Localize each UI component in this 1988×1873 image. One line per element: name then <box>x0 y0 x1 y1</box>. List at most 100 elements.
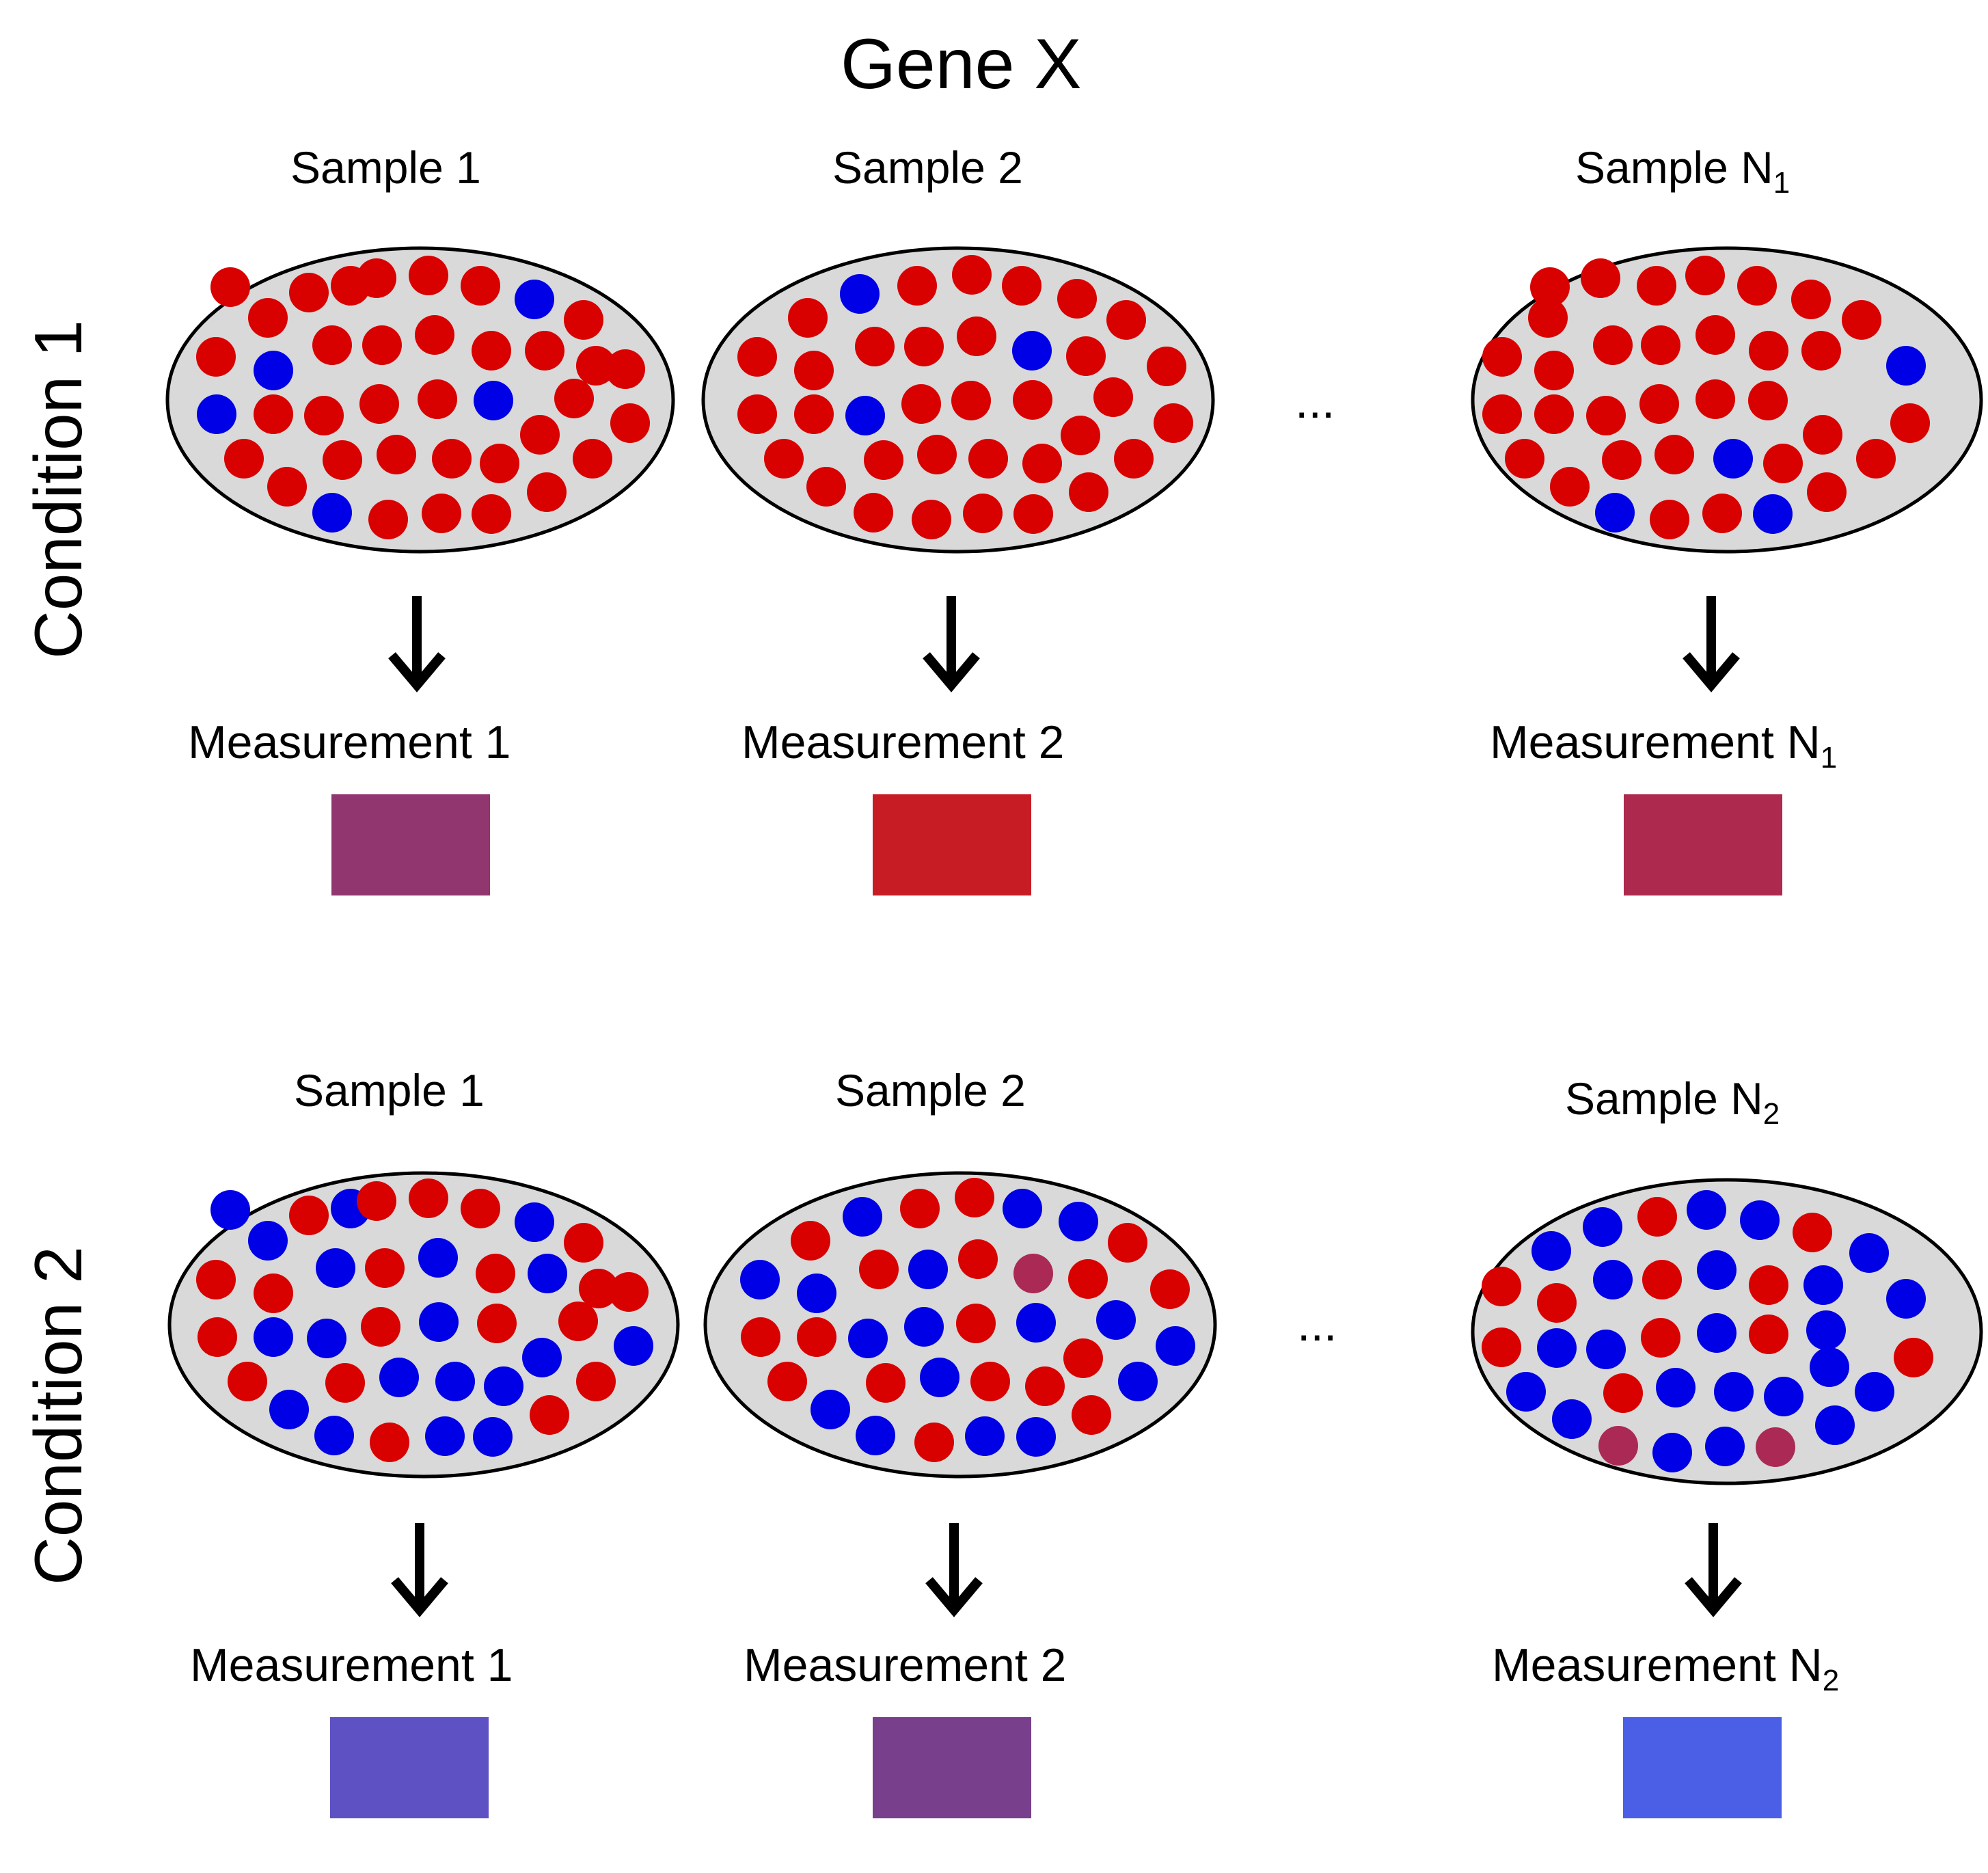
red-cell <box>254 1274 293 1313</box>
red-cell <box>377 435 416 474</box>
blue-cell <box>197 394 236 434</box>
red-cell <box>323 440 362 480</box>
red-cell <box>198 1317 237 1357</box>
red-cell <box>1637 266 1676 306</box>
red-cell <box>554 379 594 418</box>
red-cell <box>1069 472 1108 512</box>
red-cell <box>530 1395 569 1435</box>
blue-cell <box>473 1417 513 1457</box>
c2-measurement-1-label: Measurement 1 <box>190 1639 513 1691</box>
blue-cell <box>1697 1313 1737 1353</box>
red-cell <box>415 315 454 355</box>
blue-cell <box>1156 1326 1195 1366</box>
red-cell <box>737 394 777 434</box>
red-cell <box>361 1307 400 1347</box>
red-cell <box>1114 439 1154 479</box>
red-cell <box>1702 494 1742 533</box>
red-cell <box>576 1362 616 1401</box>
red-cell <box>573 439 612 479</box>
c2-sample-1-ellipse <box>167 1171 680 1479</box>
red-cell <box>1530 267 1570 307</box>
blue-cell <box>210 1190 250 1230</box>
red-cell <box>904 327 944 366</box>
c2-measurement-n-box <box>1623 1717 1782 1818</box>
red-cell <box>461 1189 500 1228</box>
red-cell <box>432 439 472 479</box>
red-cell <box>1482 1267 1521 1306</box>
red-cell <box>480 444 519 483</box>
blue-cell <box>1687 1190 1726 1230</box>
mixed-cell <box>1013 1254 1053 1293</box>
red-cell <box>1537 1283 1577 1323</box>
blue-cell <box>843 1197 882 1237</box>
red-cell <box>1803 415 1842 455</box>
down-arrow-icon <box>923 652 980 692</box>
c2-measurement-2-box <box>873 1717 1031 1818</box>
blue-cell <box>1714 1372 1754 1412</box>
c2-sample-n-label: Sample N2 <box>1565 1073 1780 1131</box>
red-cell <box>1655 435 1694 474</box>
red-cell <box>1482 1328 1521 1367</box>
red-cell <box>1602 440 1642 480</box>
red-cell <box>1763 444 1803 483</box>
red-cell <box>576 346 616 386</box>
red-cell <box>1603 1373 1643 1413</box>
red-cell <box>422 494 461 533</box>
red-cell <box>963 494 1003 533</box>
red-cell <box>797 1317 836 1357</box>
mixed-cell <box>1756 1427 1795 1467</box>
red-cell <box>1890 403 1930 443</box>
red-cell <box>1150 1269 1190 1309</box>
red-cell <box>1791 280 1831 319</box>
blue-cell <box>1713 439 1753 479</box>
c2-sample-1-label: Sample 1 <box>294 1065 485 1116</box>
red-cell <box>1650 500 1689 539</box>
red-cell <box>1748 381 1788 420</box>
red-cell <box>525 331 564 370</box>
red-cell <box>325 1363 365 1403</box>
blue-cell <box>848 1319 888 1358</box>
blue-cell <box>845 396 885 435</box>
red-cell <box>228 1362 267 1401</box>
blue-cell <box>797 1274 836 1313</box>
red-cell <box>1482 337 1522 377</box>
red-cell <box>1639 384 1679 424</box>
red-cell <box>764 439 804 479</box>
c1-measurement-2-box <box>873 794 1031 895</box>
red-cell <box>1696 315 1735 355</box>
red-cell <box>957 316 996 356</box>
red-cell <box>955 1178 994 1217</box>
red-cell <box>1154 403 1193 443</box>
blue-cell <box>1886 1279 1926 1319</box>
red-cell <box>365 1248 405 1288</box>
red-cell <box>210 267 250 307</box>
c2-more-samples-ellipsis: ... <box>1297 1297 1337 1351</box>
c1-measurement-1-box <box>331 794 490 895</box>
red-cell <box>1505 439 1544 479</box>
c1-sample-1-ellipse <box>165 246 675 554</box>
red-cell <box>737 337 777 377</box>
red-cell <box>418 379 457 419</box>
blue-cell <box>425 1416 465 1456</box>
c1-measurement-2-label: Measurement 2 <box>741 716 1065 768</box>
blue-cell <box>1506 1372 1546 1412</box>
blue-cell <box>1537 1328 1577 1368</box>
blue-cell <box>740 1260 780 1299</box>
c1-sample-1-label: Sample 1 <box>290 142 481 193</box>
red-cell <box>1534 351 1574 390</box>
c2-measurement-2-label: Measurement 2 <box>744 1639 1067 1691</box>
red-cell <box>196 337 236 377</box>
blue-cell <box>1697 1250 1737 1290</box>
blue-cell <box>1806 1310 1846 1350</box>
red-cell <box>914 1423 954 1462</box>
red-cell <box>409 1178 448 1218</box>
c2-sample-n-ellipse <box>1471 1178 1983 1485</box>
c1-sample-2-label: Sample 2 <box>832 142 1023 193</box>
blue-cell <box>1815 1405 1855 1445</box>
down-arrow-icon <box>925 1577 983 1617</box>
red-cell <box>1685 256 1725 295</box>
red-cell <box>564 1223 603 1263</box>
blue-cell <box>1764 1377 1803 1416</box>
blue-cell <box>1656 1368 1696 1407</box>
red-cell <box>855 327 895 366</box>
